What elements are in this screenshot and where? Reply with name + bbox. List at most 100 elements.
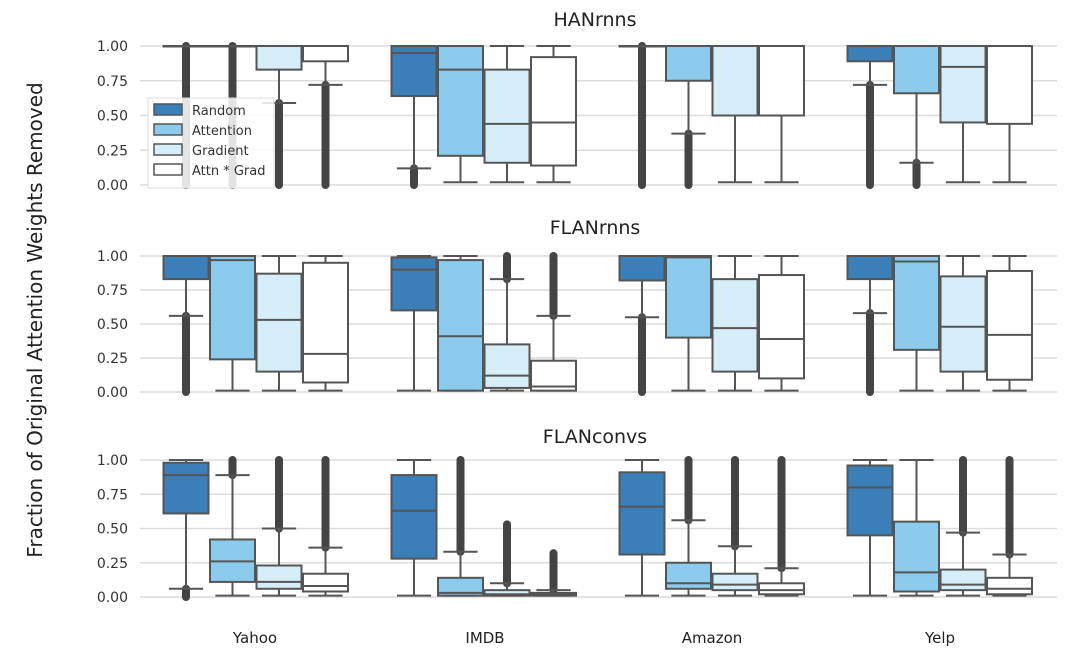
y-tick-label: 0.75: [97, 283, 128, 299]
box-amazon-3: [758, 456, 805, 597]
box-imdb-3: [530, 45, 577, 184]
box-iqr: [665, 255, 712, 339]
box-imdb-1: [437, 45, 484, 184]
box-iqr: [758, 274, 805, 380]
box-iqr: [302, 45, 349, 63]
box-yahoo-0: [162, 255, 210, 396]
y-axis-label: Fraction of Original Attention Weights R…: [23, 82, 47, 557]
legend-swatch: [153, 123, 183, 136]
box-iqr: [483, 68, 531, 164]
box-iqr: [618, 255, 666, 282]
x-tick-label-amazon: Amazon: [682, 629, 743, 647]
box-iqr: [986, 269, 1033, 381]
box-amazon-1: [665, 456, 712, 597]
box-iqr: [390, 45, 438, 98]
box-iqr: [758, 45, 805, 117]
box-yelp-3: [986, 45, 1033, 184]
legend-label: Attention: [192, 124, 252, 139]
box-yahoo-2: [255, 45, 303, 189]
box-iqr: [209, 255, 256, 361]
box-yelp-0: [846, 459, 894, 597]
box-iqr: [893, 255, 940, 351]
panel-title: FLANconvs: [543, 426, 647, 448]
box-imdb-0: [390, 45, 438, 189]
y-tick-label: 1.00: [97, 39, 128, 55]
box-iqr: [939, 568, 987, 592]
box-iqr: [162, 255, 210, 281]
x-tick-label-yahoo: Yahoo: [232, 629, 277, 647]
legend-label: Gradient: [192, 144, 249, 159]
legend-swatch: [153, 163, 183, 176]
legend-swatch: [153, 103, 183, 116]
box-iqr: [939, 45, 987, 124]
box-iqr: [483, 343, 531, 389]
box-imdb-3: [530, 549, 577, 597]
box-iqr: [302, 261, 349, 384]
legend: Random Attention Gradient Attn * Grad: [147, 97, 275, 189]
box-iqr: [390, 256, 438, 312]
box-iqr: [711, 45, 759, 117]
box-amazon-3: [758, 45, 805, 184]
box-iqr: [618, 471, 666, 556]
y-tick-label: 0.75: [97, 487, 128, 503]
box-yahoo-1: [209, 456, 256, 597]
box-yahoo-3: [302, 456, 349, 597]
box-amazon-2: [711, 456, 759, 597]
y-tick-label: 0.00: [97, 178, 128, 194]
y-tick-label: 0.25: [97, 351, 128, 367]
y-tick-label: 1.00: [97, 453, 128, 469]
y-tick-label: 1.00: [97, 249, 128, 265]
box-iqr: [483, 589, 531, 597]
y-tick-label: 0.50: [97, 109, 128, 125]
box-iqr: [939, 275, 987, 373]
legend-label: Random: [192, 104, 246, 119]
box-iqr: [255, 272, 303, 373]
y-tick-label: 0.25: [97, 143, 128, 159]
box-iqr: [711, 572, 759, 592]
box-iqr: [711, 278, 759, 373]
box-yelp-1: [893, 459, 940, 597]
box-iqr: [255, 564, 303, 590]
box-imdb-0: [390, 255, 438, 392]
box-amazon-0: [618, 459, 666, 597]
box-yahoo-3: [302, 255, 349, 392]
y-tick-label: 0.00: [97, 385, 128, 401]
panel-hanrnns: HANrnns 1.00 0.75 0.50 0.25 0.00: [97, 9, 1057, 194]
y-tick-label: 0.50: [97, 522, 128, 538]
box-yelp-3: [986, 456, 1033, 597]
box-imdb-2: [483, 252, 531, 392]
box-yelp-0: [846, 255, 894, 396]
box-iqr: [893, 520, 940, 593]
box-imdb-1: [437, 255, 484, 392]
box-yahoo-3: [302, 45, 349, 189]
box-imdb-3: [530, 252, 577, 392]
box-iqr: [986, 45, 1033, 125]
box-amazon-1: [665, 255, 712, 392]
box-iqr: [846, 255, 894, 281]
box-iqr: [437, 576, 484, 597]
box-iqr: [255, 45, 303, 71]
box-yahoo-2: [255, 456, 303, 597]
x-tick-label-imdb: IMDB: [465, 629, 504, 647]
box-yelp-1: [893, 255, 940, 392]
box-iqr: [846, 464, 894, 537]
box-imdb-2: [483, 520, 531, 597]
box-amazon-0: [618, 255, 666, 396]
box-yahoo-1: [209, 255, 256, 392]
panel-title: FLANrnns: [550, 217, 641, 239]
box-yahoo-0: [162, 459, 210, 601]
box-yelp-2: [939, 456, 987, 597]
box-iqr: [530, 56, 577, 167]
box-iqr: [846, 45, 894, 63]
box-amazon-2: [711, 255, 759, 392]
x-tick-label-yelp: Yelp: [924, 629, 955, 647]
box-amazon-2: [711, 45, 759, 184]
box-yelp-2: [939, 255, 987, 392]
box-iqr: [437, 259, 484, 392]
box-yelp-2: [939, 45, 987, 184]
box-iqr: [986, 576, 1033, 596]
panel-title: HANrnns: [554, 9, 637, 31]
legend-swatch: [153, 143, 183, 156]
box-amazon-3: [758, 255, 805, 392]
box-iqr: [390, 474, 438, 560]
